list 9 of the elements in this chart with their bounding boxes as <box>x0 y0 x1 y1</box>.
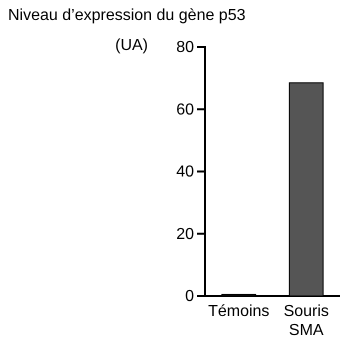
y-tick-label: 0 <box>185 288 194 306</box>
y-tick-label: 20 <box>176 226 194 243</box>
y-tick-label: 60 <box>176 101 194 118</box>
y-tick-label: 80 <box>176 39 194 56</box>
x-tick-label: Souris SMA <box>284 303 329 340</box>
x-tick-label: Témoins <box>208 303 270 320</box>
y-tick-label: 40 <box>176 164 194 181</box>
y-axis-title: (UA) <box>115 37 148 54</box>
chart-title: Niveau d’expression du gène p53 <box>8 7 246 24</box>
